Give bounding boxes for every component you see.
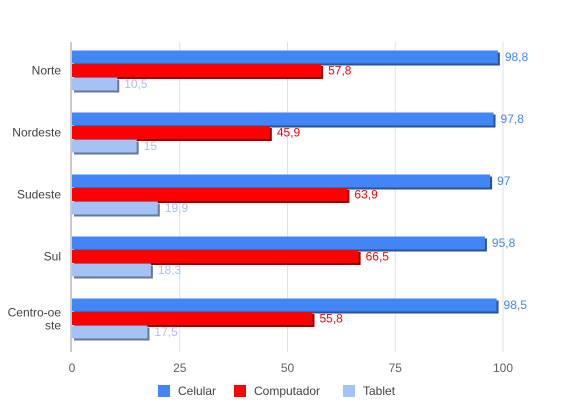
- data-label: 18,3: [158, 263, 182, 277]
- bar-tablet: [72, 201, 158, 215]
- bar-celular: [72, 174, 491, 188]
- bar-computador: [72, 64, 322, 77]
- category-label-line: Sul: [44, 250, 61, 264]
- bar-tablet: [72, 77, 118, 91]
- data-label: 19,9: [165, 201, 189, 215]
- data-label: 66,5: [366, 250, 390, 264]
- axes: 0 25 50 75 100 Norte Nordeste Sudeste Sul Centro-…: [8, 42, 513, 375]
- data-label: 10,5: [124, 77, 148, 91]
- legend-swatch: [343, 385, 355, 397]
- bar-computador: [72, 250, 359, 263]
- data-label: 17,5: [154, 325, 178, 339]
- data-label: 95,8: [492, 236, 516, 250]
- data-label: 15: [144, 139, 158, 153]
- bar-celular: [72, 236, 485, 250]
- category-label-line: Norte: [32, 64, 62, 78]
- data-labels: 98,8 97,8 97 95,8 98,5 57,8 45,9 63,9 66,5 55,8 10…: [124, 50, 528, 339]
- x-tick-label: 100: [493, 361, 513, 375]
- bar-tablet: [72, 139, 137, 153]
- x-tick-label: 0: [69, 361, 76, 375]
- legend-swatch: [234, 385, 246, 397]
- category-label-line: ste: [45, 319, 61, 333]
- legend-swatch: [158, 385, 170, 397]
- legend: Celular Computador Tablet: [158, 384, 396, 398]
- category-label-line: Nordeste: [12, 126, 61, 140]
- data-label: 98,8: [505, 50, 529, 64]
- legend-label: Celular: [178, 384, 216, 398]
- category-label: Norte: [32, 64, 62, 78]
- legend-label: Tablet: [363, 384, 396, 398]
- bar-celular: [72, 112, 494, 126]
- bar-tablet: [72, 325, 148, 339]
- data-label: 57,8: [328, 64, 352, 78]
- bar-celular: [72, 50, 498, 64]
- x-tick-label: 75: [389, 361, 403, 375]
- data-label: 63,9: [354, 188, 378, 202]
- bar-celular: [72, 298, 497, 312]
- category-label: Sudeste: [17, 188, 61, 202]
- data-label: 98,5: [504, 298, 528, 312]
- bar-computador: [72, 126, 270, 139]
- data-label: 55,8: [319, 312, 343, 326]
- category-label: Centro-oe ste: [8, 306, 62, 333]
- x-tick-label: 50: [281, 361, 295, 375]
- data-label: 97,8: [501, 112, 525, 126]
- category-label: Nordeste: [12, 126, 61, 140]
- data-label: 45,9: [277, 126, 301, 140]
- x-tick-label: 25: [173, 361, 187, 375]
- category-label-line: Centro-oe: [8, 306, 62, 320]
- bar-computador: [72, 312, 313, 325]
- legend-label: Computador: [254, 384, 320, 398]
- data-label: 97: [497, 174, 511, 188]
- category-label: Sul: [44, 250, 61, 264]
- bar-computador: [72, 188, 348, 201]
- bar-tablet: [72, 263, 151, 277]
- category-label-line: Sudeste: [17, 188, 61, 202]
- bars: [72, 50, 500, 341]
